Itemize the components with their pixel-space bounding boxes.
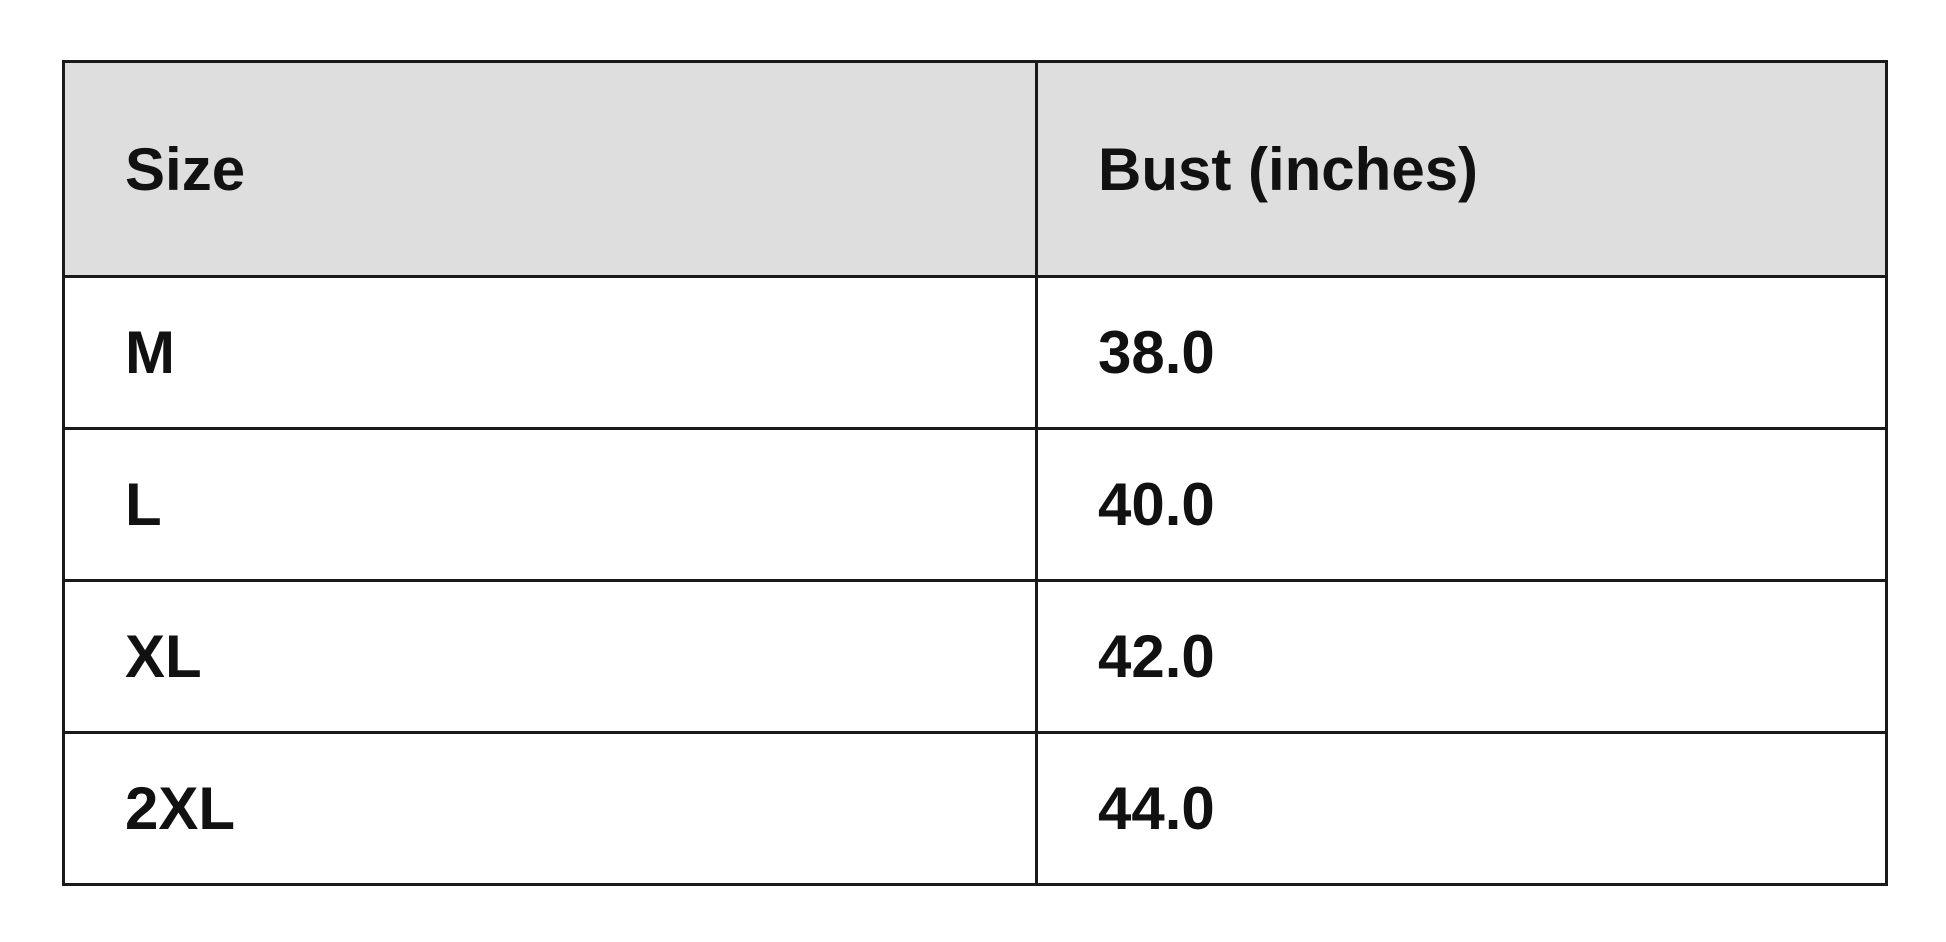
table-header-row: Size Bust (inches): [62, 60, 1888, 278]
cell-size: L: [62, 427, 1038, 582]
table-row: XL 42.0: [62, 579, 1888, 734]
table-row: 2XL 44.0: [62, 731, 1888, 886]
cell-size: M: [62, 275, 1038, 430]
cell-size: XL: [62, 579, 1038, 734]
header-size: Size: [62, 60, 1038, 278]
cell-bust: 42.0: [1035, 579, 1888, 734]
cell-size: 2XL: [62, 731, 1038, 886]
cell-bust: 40.0: [1035, 427, 1888, 582]
table-row: M 38.0: [62, 275, 1888, 430]
table-row: L 40.0: [62, 427, 1888, 582]
cell-bust: 44.0: [1035, 731, 1888, 886]
cell-bust: 38.0: [1035, 275, 1888, 430]
size-chart-table: Size Bust (inches) M 38.0 L 40.0 XL 42.0…: [62, 60, 1888, 886]
header-bust: Bust (inches): [1035, 60, 1888, 278]
